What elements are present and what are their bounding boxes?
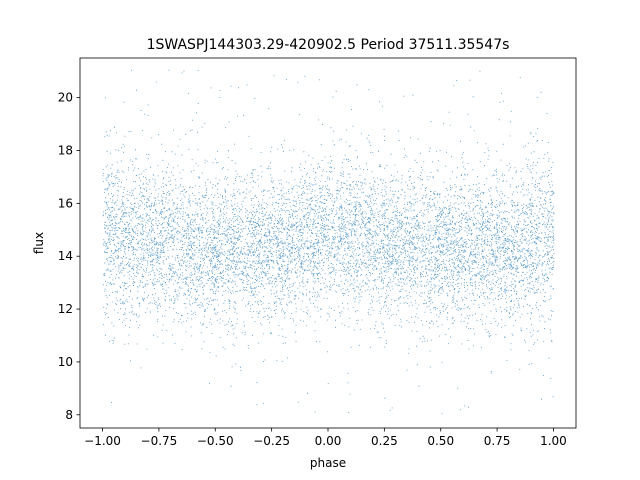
y-tick-label: 16 <box>58 196 73 210</box>
x-tick-label: −0.25 <box>253 434 290 448</box>
x-tick-label: 0.75 <box>484 434 511 448</box>
x-axis-ticks: −1.00 −0.75 −0.50 −0.25 0.00 0.25 0.50 0.75 1.00 <box>84 428 567 448</box>
y-tick-label: 10 <box>58 355 73 369</box>
x-axis-label: phase <box>310 456 346 470</box>
chart-title: 1SWASPJ144303.29-420902.5 Period 37511.3… <box>147 37 510 53</box>
y-tick-label: 20 <box>58 91 73 105</box>
x-tick-label: 1.00 <box>540 434 567 448</box>
y-tick-label: 14 <box>58 249 73 263</box>
x-tick-label: −0.50 <box>197 434 234 448</box>
y-axis-label: flux <box>32 232 46 254</box>
x-tick-label: −0.75 <box>141 434 178 448</box>
x-tick-label: 0.25 <box>371 434 398 448</box>
y-tick-label: 12 <box>58 302 73 316</box>
x-tick-label: −1.00 <box>84 434 121 448</box>
y-tick-label: 18 <box>58 144 73 158</box>
x-tick-label: 0.00 <box>315 434 342 448</box>
y-axis-ticks: 8 10 12 14 16 18 20 <box>58 91 80 422</box>
x-tick-label: 0.50 <box>427 434 454 448</box>
y-tick-label: 8 <box>65 408 73 422</box>
